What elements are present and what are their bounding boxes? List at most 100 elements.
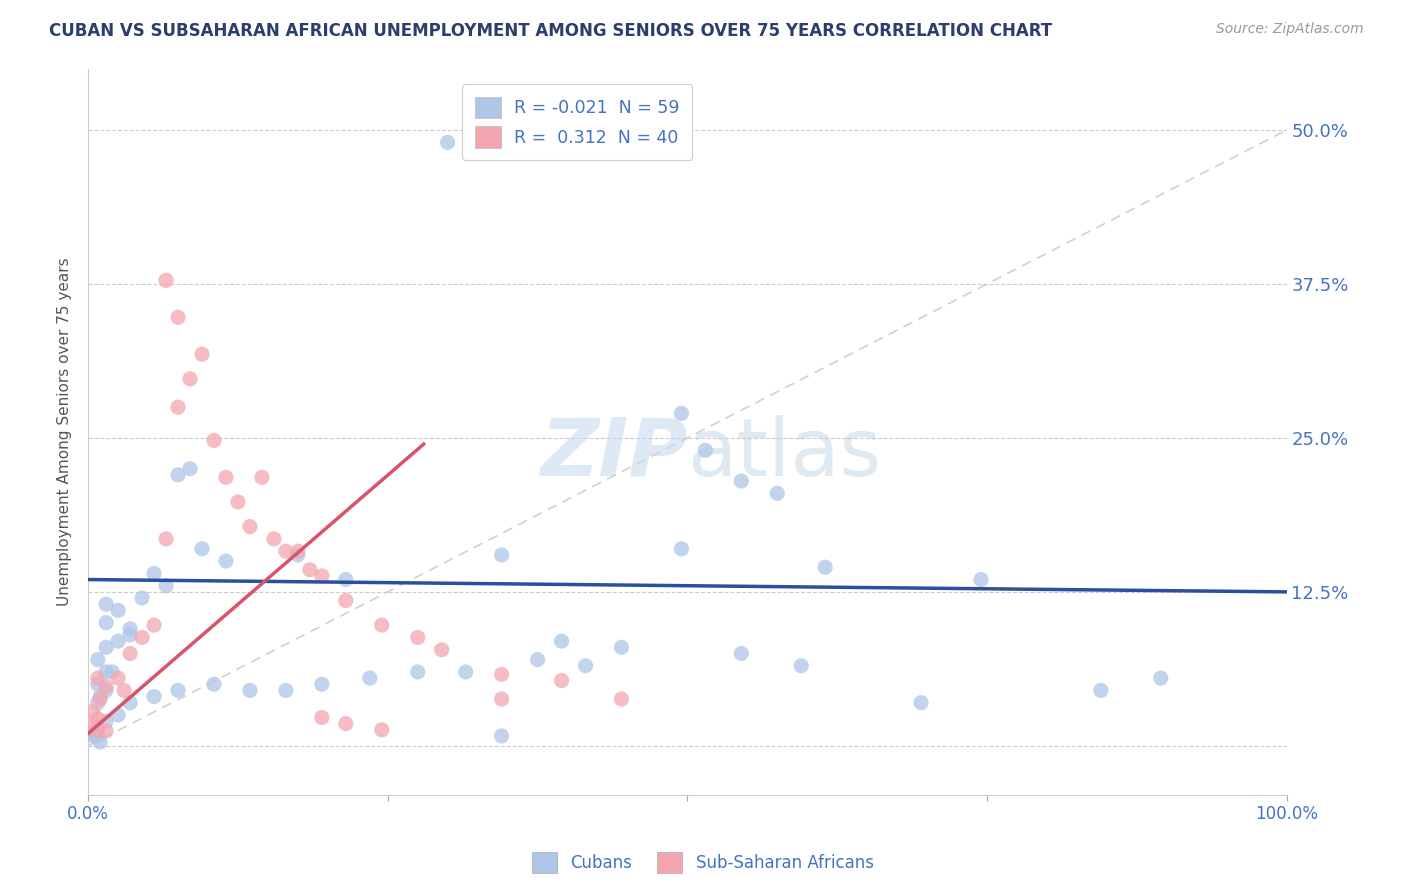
Point [191,347,214,361]
Point [89,690,111,704]
Text: ZIP: ZIP [540,415,688,492]
Point [107,708,129,723]
Point [82,726,104,740]
Point [167,400,190,414]
Point [250,470,273,484]
Point [550,634,572,648]
Point [143,618,166,632]
Point [107,671,129,685]
Point [491,667,513,681]
Point [671,541,693,556]
Point [1090,683,1112,698]
Point [274,683,297,698]
Point [970,573,993,587]
Point [89,692,111,706]
Point [87,712,110,726]
Point [120,647,142,661]
Point [263,532,285,546]
Point [202,434,225,448]
Point [226,495,249,509]
Point [574,658,596,673]
Legend: Cubans, Sub-Saharan Africans: Cubans, Sub-Saharan Africans [526,846,880,880]
Point [1150,671,1173,685]
Point [274,544,297,558]
Point [695,443,717,458]
Point [167,467,190,482]
Point [94,665,117,679]
Point [94,640,117,655]
Point [335,573,357,587]
Point [215,470,238,484]
Y-axis label: Unemployment Among Seniors over 75 years: Unemployment Among Seniors over 75 years [58,258,72,606]
Point [167,310,190,325]
Point [311,710,333,724]
Point [730,474,752,488]
Point [179,372,201,386]
Point [766,486,789,500]
Point [120,696,142,710]
Point [94,597,117,611]
Point [120,622,142,636]
Point [311,677,333,691]
Point [311,569,333,583]
Point [131,591,153,605]
Point [89,735,111,749]
Point [436,136,458,150]
Point [371,723,394,737]
Point [526,652,548,666]
Point [87,724,110,739]
Point [82,729,104,743]
Point [94,615,117,630]
Point [191,541,214,556]
Point [239,683,262,698]
Point [371,618,394,632]
Point [335,716,357,731]
Point [406,665,429,679]
Point [82,716,104,731]
Point [239,519,262,533]
Point [155,273,177,287]
Point [94,724,117,739]
Point [454,665,477,679]
Point [107,634,129,648]
Point [287,544,309,558]
Point [82,704,104,718]
Point [87,677,110,691]
Point [335,593,357,607]
Point [671,406,693,420]
Point [430,642,453,657]
Legend: R = -0.021  N = 59, R =  0.312  N = 40: R = -0.021 N = 59, R = 0.312 N = 40 [463,85,692,160]
Point [120,628,142,642]
Point [730,647,752,661]
Point [94,680,117,694]
Point [143,690,166,704]
Point [107,603,129,617]
Text: atlas: atlas [688,415,882,492]
Point [87,671,110,685]
Point [610,692,633,706]
Point [87,720,110,734]
Point [910,696,932,710]
Point [202,677,225,691]
Text: CUBAN VS SUBSAHARAN AFRICAN UNEMPLOYMENT AMONG SENIORS OVER 75 YEARS CORRELATION: CUBAN VS SUBSAHARAN AFRICAN UNEMPLOYMENT… [49,22,1052,40]
Point [215,554,238,568]
Point [87,696,110,710]
Point [94,714,117,728]
Point [167,683,190,698]
Point [814,560,837,574]
Text: Source: ZipAtlas.com: Source: ZipAtlas.com [1216,22,1364,37]
Point [491,692,513,706]
Point [610,640,633,655]
Point [550,673,572,688]
Point [298,563,321,577]
Point [112,683,135,698]
Point [87,729,110,743]
Point [790,658,813,673]
Point [155,579,177,593]
Point [131,631,153,645]
Point [406,631,429,645]
Point [287,548,309,562]
Point [101,665,124,679]
Point [491,548,513,562]
Point [179,461,201,475]
